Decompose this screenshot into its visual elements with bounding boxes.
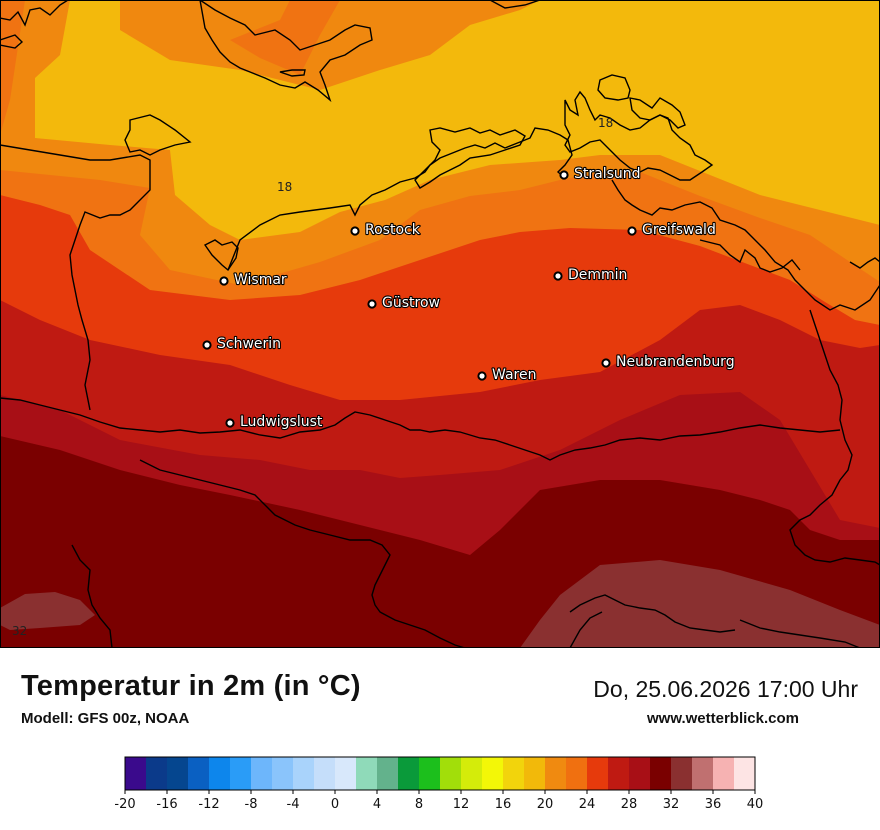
legend-swatch xyxy=(293,757,315,790)
website-link[interactable]: www.wetterblick.com xyxy=(647,710,799,727)
legend-swatch xyxy=(230,757,252,790)
band-32-34-sw xyxy=(0,592,95,630)
city-marker xyxy=(627,226,637,236)
legend-swatch xyxy=(566,757,588,790)
legend-swatch xyxy=(125,757,147,790)
legend-swatch xyxy=(524,757,546,790)
map-title: Temperatur in 2m (in °C) xyxy=(21,670,361,702)
legend-swatch xyxy=(356,757,378,790)
legend-swatch xyxy=(608,757,630,790)
legend-tick-label: 12 xyxy=(453,797,470,812)
legend-swatch xyxy=(440,757,462,790)
legend-swatch xyxy=(419,757,441,790)
legend-tick-label: 8 xyxy=(415,797,423,812)
color-legend: -20 -16 -12 -8 -4 0 4 8 12 16 20 24 28 32 36 40 xyxy=(114,756,763,812)
legend-swatch xyxy=(146,757,168,790)
city-label: Greifswald xyxy=(642,222,716,238)
band-20-22-top xyxy=(120,0,540,90)
legend-tick-label: 36 xyxy=(705,797,722,812)
city-label: Güstrow xyxy=(382,295,440,311)
legend-swatch xyxy=(335,757,357,790)
city-label: Schwerin xyxy=(217,336,281,352)
legend-tick-label: 28 xyxy=(621,797,638,812)
city-neubrandenburg: Neubrandenburg xyxy=(601,353,736,371)
temperature-map: 18 18 32 Stralsund Rostock Greifswald Wi… xyxy=(0,0,880,648)
legend-swatch xyxy=(188,757,210,790)
legend-swatch xyxy=(482,757,504,790)
city-marker xyxy=(553,271,563,281)
legend-swatch xyxy=(629,757,651,790)
legend-swatch xyxy=(209,757,231,790)
legend-tick-label: 40 xyxy=(747,797,764,812)
legend-tick-label: 16 xyxy=(495,797,512,812)
coastline-lines xyxy=(0,0,880,648)
city-waren: Waren xyxy=(477,366,538,384)
legend-tick-label: -16 xyxy=(156,797,177,812)
city-ludwigslust: Ludwigslust xyxy=(225,413,324,431)
city-marker xyxy=(367,299,377,309)
legend-swatch xyxy=(398,757,420,790)
forecast-datetime: Do, 25.06.2026 17:00 Uhr xyxy=(593,676,858,702)
city-marker xyxy=(219,276,229,286)
city-guestrow: Güstrow xyxy=(367,294,441,312)
legend-swatch xyxy=(587,757,609,790)
legend-tick-label: -12 xyxy=(198,797,219,812)
legend-swatch xyxy=(167,757,189,790)
city-schwerin: Schwerin xyxy=(202,335,282,353)
legend-swatch xyxy=(671,757,693,790)
city-marker xyxy=(202,340,212,350)
city-rostock: Rostock xyxy=(350,221,422,239)
city-marker xyxy=(601,358,611,368)
legend-swatch xyxy=(692,757,714,790)
legend-swatch xyxy=(503,757,525,790)
legend-frame xyxy=(124,756,756,791)
contour-label-32: 32 xyxy=(12,624,27,638)
contour-label-18-north: 18 xyxy=(598,116,613,130)
city-label: Rostock xyxy=(365,222,421,238)
legend-swatches xyxy=(124,756,756,791)
legend-ticks: -20 -16 -12 -8 -4 0 4 8 12 16 20 24 28 32 36 40 xyxy=(114,790,763,812)
legend-swatch xyxy=(272,757,294,790)
city-greifswald: Greifswald xyxy=(627,221,717,239)
legend-swatch xyxy=(461,757,483,790)
legend-swatch xyxy=(545,757,567,790)
city-label: Stralsund xyxy=(574,166,641,182)
legend-tick-label: -8 xyxy=(245,797,258,812)
city-marker xyxy=(225,418,235,428)
legend-tick-label: 32 xyxy=(663,797,680,812)
contour-label-18-west: 18 xyxy=(277,180,292,194)
city-stralsund: Stralsund xyxy=(559,165,642,183)
legend-swatch xyxy=(650,757,672,790)
legend-swatch xyxy=(377,757,399,790)
legend-tick-label: 24 xyxy=(579,797,596,812)
city-label: Ludwigslust xyxy=(240,414,323,430)
city-demmin: Demmin xyxy=(553,266,629,284)
city-label: Waren xyxy=(492,367,536,383)
city-label: Wismar xyxy=(234,272,287,288)
city-marker xyxy=(350,226,360,236)
legend-swatch xyxy=(314,757,336,790)
legend-tick-label: 20 xyxy=(537,797,554,812)
city-label: Demmin xyxy=(568,267,627,283)
legend-tick-label: 0 xyxy=(331,797,339,812)
city-marker xyxy=(477,371,487,381)
band-32-34 xyxy=(520,560,880,648)
city-marker xyxy=(559,170,569,180)
legend-tick-label: 4 xyxy=(373,797,381,812)
legend-tick-label: -20 xyxy=(114,797,135,812)
legend-swatch xyxy=(251,757,273,790)
legend-swatch xyxy=(734,757,756,790)
city-wismar: Wismar xyxy=(219,271,288,289)
city-label: Neubrandenburg xyxy=(616,354,735,370)
legend-tick-label: -4 xyxy=(287,797,300,812)
legend-swatch xyxy=(713,757,735,790)
model-info: Modell: GFS 00z, NOAA xyxy=(21,710,190,727)
